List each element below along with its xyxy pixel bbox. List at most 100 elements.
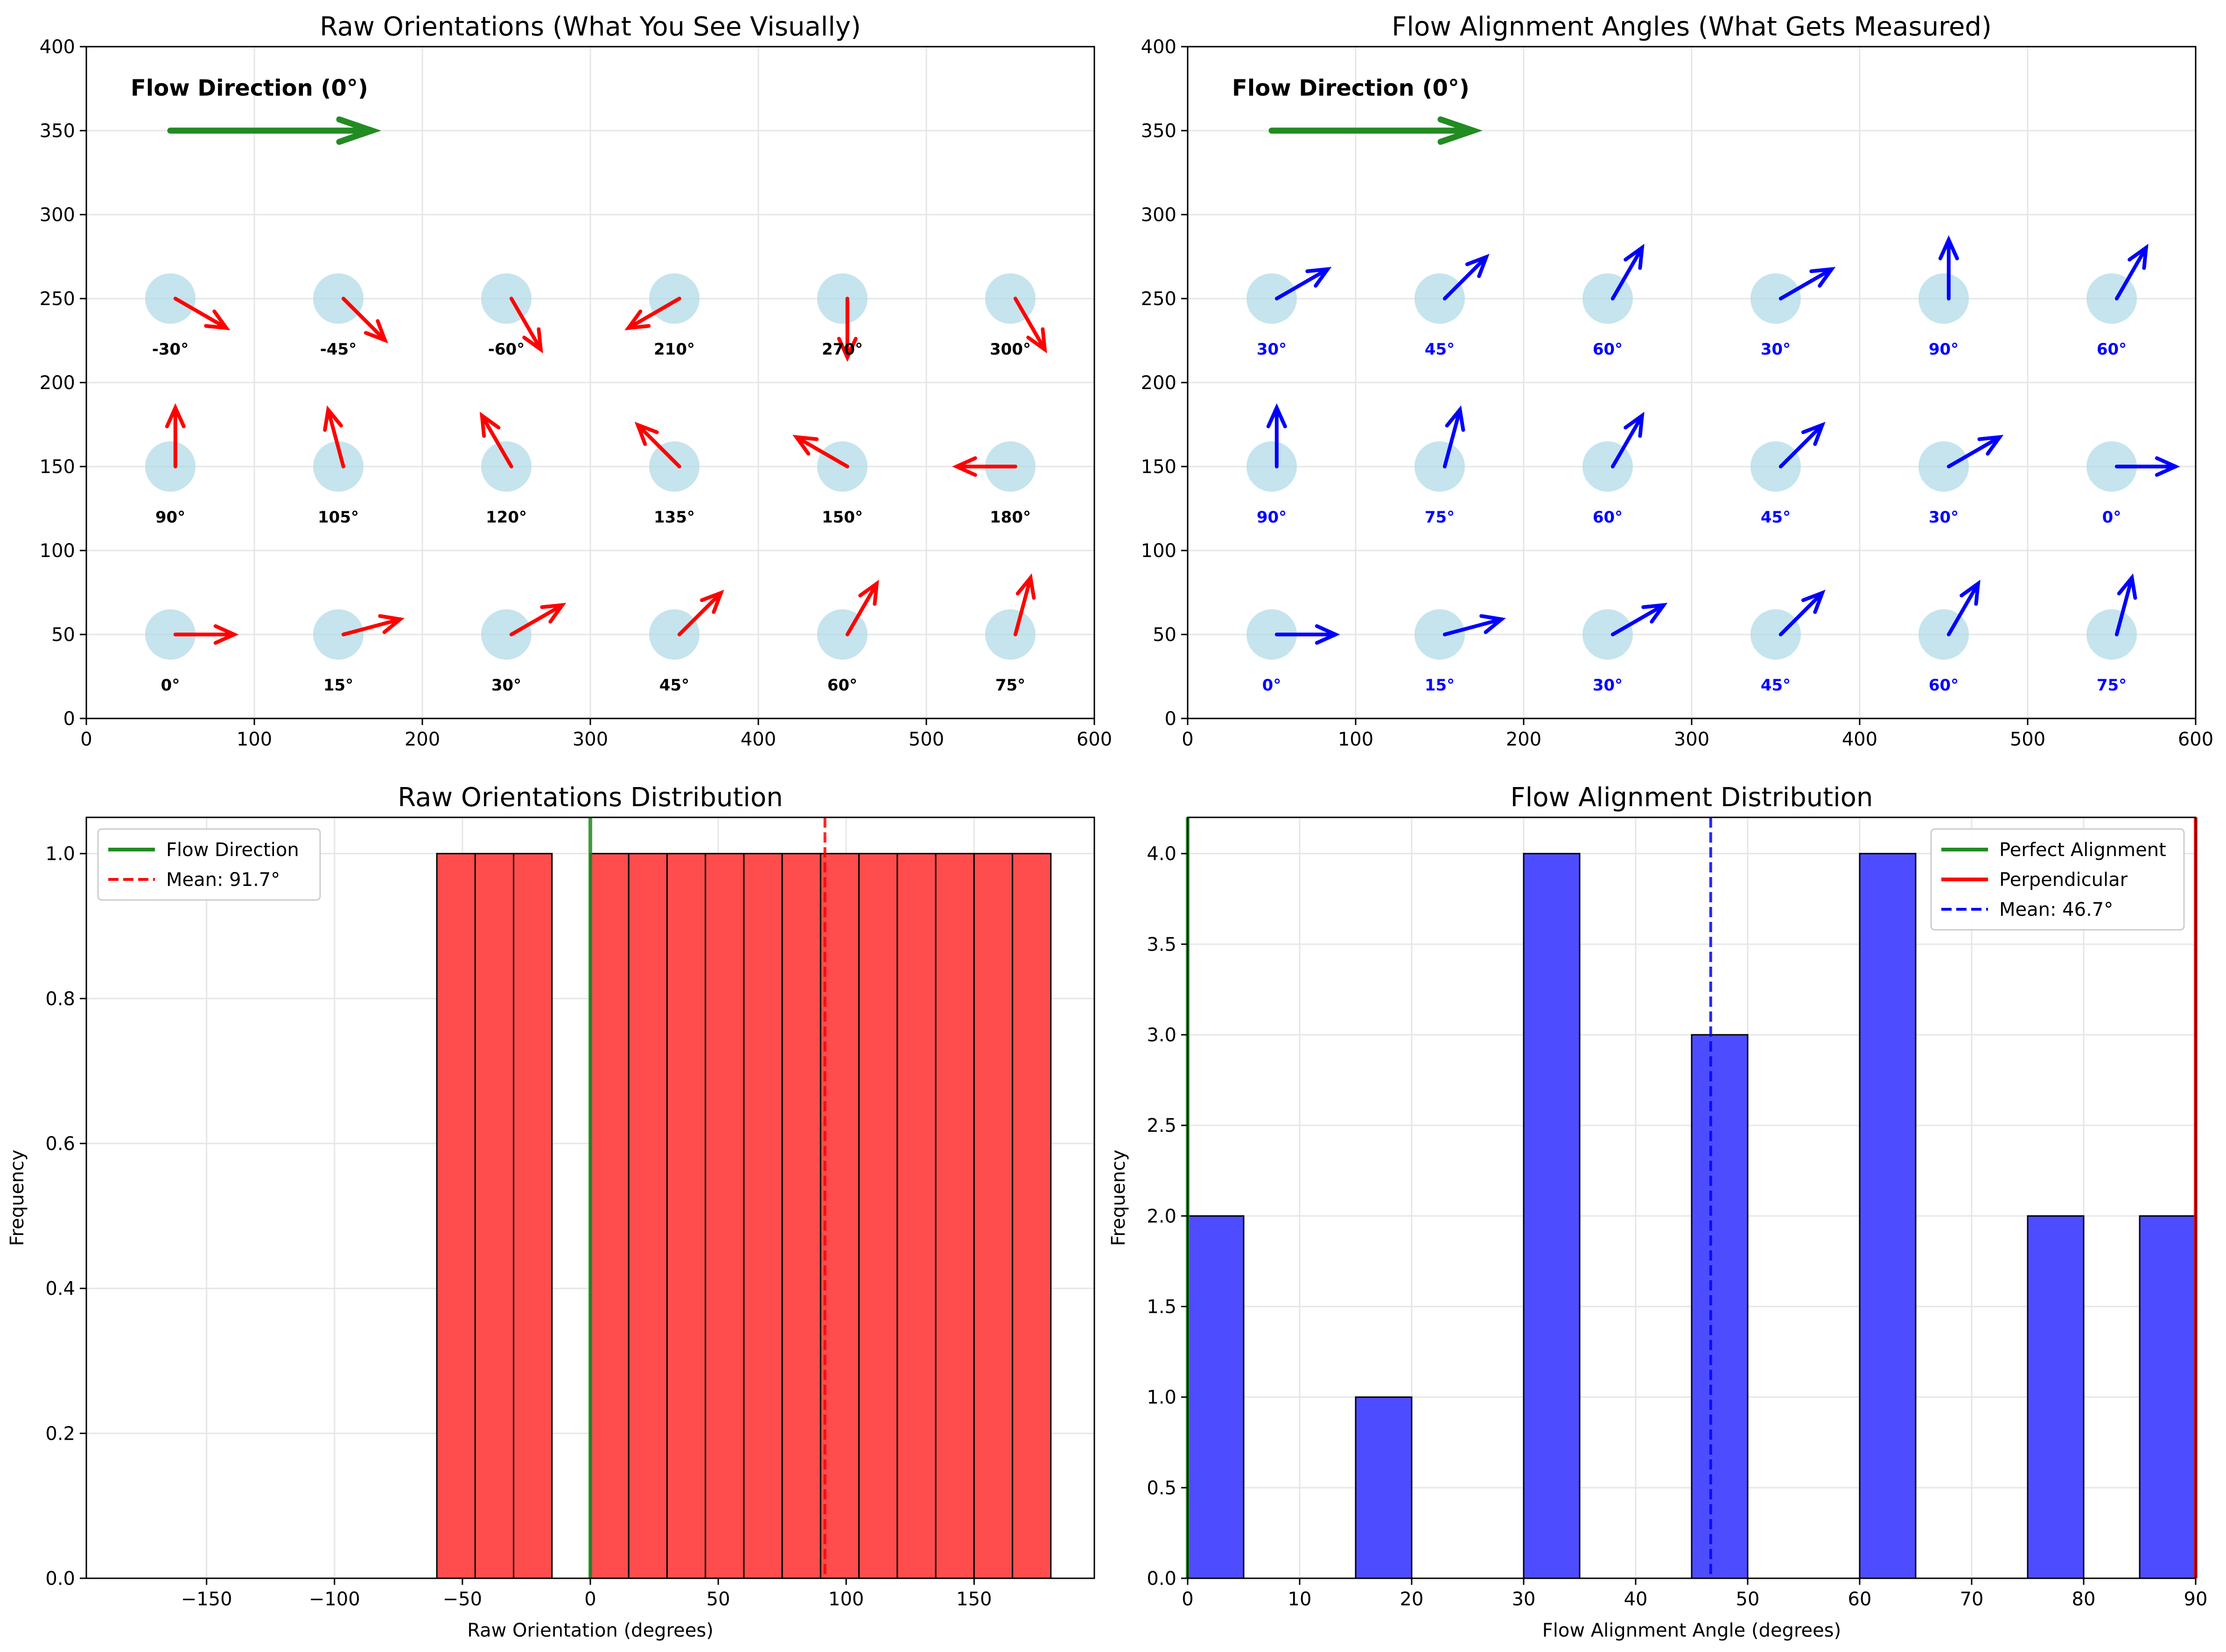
x-tick-label: −100: [309, 1589, 360, 1610]
orientation-arrow-head: [1026, 327, 1047, 354]
orientation-arrow: [1946, 435, 2004, 468]
y-tick-label: 250: [1141, 288, 1176, 310]
histogram-bar: [858, 853, 898, 1578]
flow-direction-label: Flow Direction (0°): [131, 75, 368, 101]
orientation-arrow-head: [323, 405, 343, 432]
orientation-arrow: [509, 603, 567, 636]
histogram-bar: [781, 853, 821, 1578]
y-tick-label: 0.6: [45, 1133, 75, 1155]
y-tick-label: 200: [40, 372, 75, 394]
panel-raw-distribution: Flow Direction Mean: 91.7° −150 −100 −50 0 50 1…: [7, 782, 1095, 1641]
point-label: 0°: [161, 676, 180, 695]
orientation-arrow-shaft: [1946, 581, 1980, 636]
point-label: 45°: [659, 676, 689, 695]
orientation-arrow: [1266, 403, 1287, 468]
x-tick-label: 40: [1624, 1589, 1648, 1610]
orientation-arrow-head: [1015, 573, 1036, 600]
point-label: 0°: [1262, 676, 1281, 695]
orientation-arrow-shaft: [794, 435, 849, 468]
orientation-arrow-head: [1315, 624, 1340, 645]
point-label: 180°: [990, 508, 1031, 527]
histogram-bar: [1355, 1396, 1413, 1578]
orientation-arrow-head: [1305, 267, 1332, 288]
orientation-arrow-shaft: [845, 581, 879, 636]
point-label: 75°: [995, 676, 1025, 695]
orientation-arrow: [1938, 235, 1959, 300]
point-label: 120°: [486, 508, 527, 527]
y-tick-label: 0.2: [45, 1423, 75, 1444]
y-tick-label: 2.5: [1147, 1115, 1176, 1136]
point-label: 30°: [1929, 508, 1959, 527]
point-circle: [1414, 441, 1465, 492]
orientation-arrow-shaft: [1442, 617, 1504, 636]
point-label: 15°: [1425, 676, 1455, 695]
y-tick-label: 1.5: [1147, 1297, 1176, 1318]
orientation-arrow: [2114, 573, 2137, 636]
x-tick-label: 0: [80, 729, 92, 750]
point-circle: [313, 273, 364, 324]
histogram-bar: [2027, 1215, 2085, 1578]
orientation-arrow-head: [2128, 244, 2149, 270]
ticks: 0 10 20 30 40 50 60 70 80 90 0.0 0.5 1.0 1.5 2.0 2.5 3.0…: [1147, 843, 2207, 1610]
orientation-arrow-head: [1465, 254, 1490, 278]
point-label: 60°: [827, 676, 857, 695]
x-tick-label: 50: [1736, 1589, 1760, 1610]
x-tick-label: 20: [1400, 1589, 1424, 1610]
flow-direction-arrow: [1268, 116, 1483, 145]
y-tick-label: 350: [1141, 120, 1176, 142]
histogram-bar: [705, 853, 745, 1578]
orientation-arrow-shaft: [173, 297, 228, 330]
histogram-bar: [1188, 1215, 1245, 1578]
orientation-arrow-shaft: [1442, 408, 1462, 468]
plot-area: [1188, 853, 2196, 1578]
y-tick-label: 400: [40, 36, 75, 58]
y-axis-label: Frequency: [7, 1150, 28, 1246]
orientation-arrow-shaft: [2114, 245, 2148, 300]
orientation-arrow: [2114, 244, 2149, 300]
point-circle: [1918, 441, 1969, 492]
orientation-arrow-shaft: [1946, 435, 2002, 468]
chart-title: Flow Alignment Angles (What Gets Measure…: [1392, 12, 1992, 42]
orientation-arrow: [1778, 267, 1836, 300]
orientation-arrow-head: [204, 309, 231, 330]
legend-label: Perfect Alignment: [1999, 839, 2166, 861]
y-tick-label: 1.0: [45, 843, 75, 865]
ticks: 0 100 200 300 400 500 600 0 50 100 150 200 250 300 350…: [1141, 36, 2214, 750]
point-label: 15°: [323, 676, 353, 695]
point-circle: [1414, 273, 1465, 324]
x-tick-label: 200: [405, 729, 440, 750]
orientation-arrow-shaft: [1013, 576, 1033, 636]
x-tick-label: 80: [2072, 1589, 2096, 1610]
point-circle: [481, 441, 532, 492]
histogram-bar: [973, 853, 1014, 1578]
orientation-arrow: [323, 405, 345, 468]
histogram-bar: [666, 853, 707, 1578]
orientation-arrow-head: [1445, 405, 1465, 432]
orientation-arrow-head: [634, 422, 659, 446]
y-tick-label: 0.0: [1147, 1568, 1176, 1589]
point-circle: [313, 441, 364, 492]
x-tick-label: 100: [828, 1589, 864, 1610]
orientation-arrow-shaft: [480, 413, 513, 468]
point-circle: [817, 441, 868, 492]
point-circle: [985, 273, 1036, 324]
point-circle: [481, 273, 532, 324]
orientation-arrow: [173, 297, 231, 330]
point-label: 90°: [155, 508, 185, 527]
histogram-bar: [743, 853, 783, 1578]
orientation-arrow: [165, 403, 186, 468]
orientation-arrow-head: [540, 603, 567, 624]
legend-label: Flow Direction: [166, 839, 299, 861]
chart-title: Raw Orientations (What You See Visually): [320, 12, 861, 42]
point-label: 75°: [2097, 676, 2127, 695]
orientation-arrow-head: [2117, 573, 2137, 600]
ticks: −150 −100 −50 0 50 100 150 0.0 0.2 0.4 0.6 0.8 1.0: [45, 843, 992, 1610]
histogram-bar: [628, 853, 668, 1578]
x-tick-label: 200: [1506, 729, 1541, 750]
y-tick-label: 0.5: [1147, 1478, 1176, 1499]
point-circle: [2086, 441, 2137, 492]
orientation-arrow-head: [2155, 456, 2180, 477]
chart-title: Flow Alignment Distribution: [1510, 782, 1873, 813]
x-tick-label: 300: [1674, 729, 1709, 750]
